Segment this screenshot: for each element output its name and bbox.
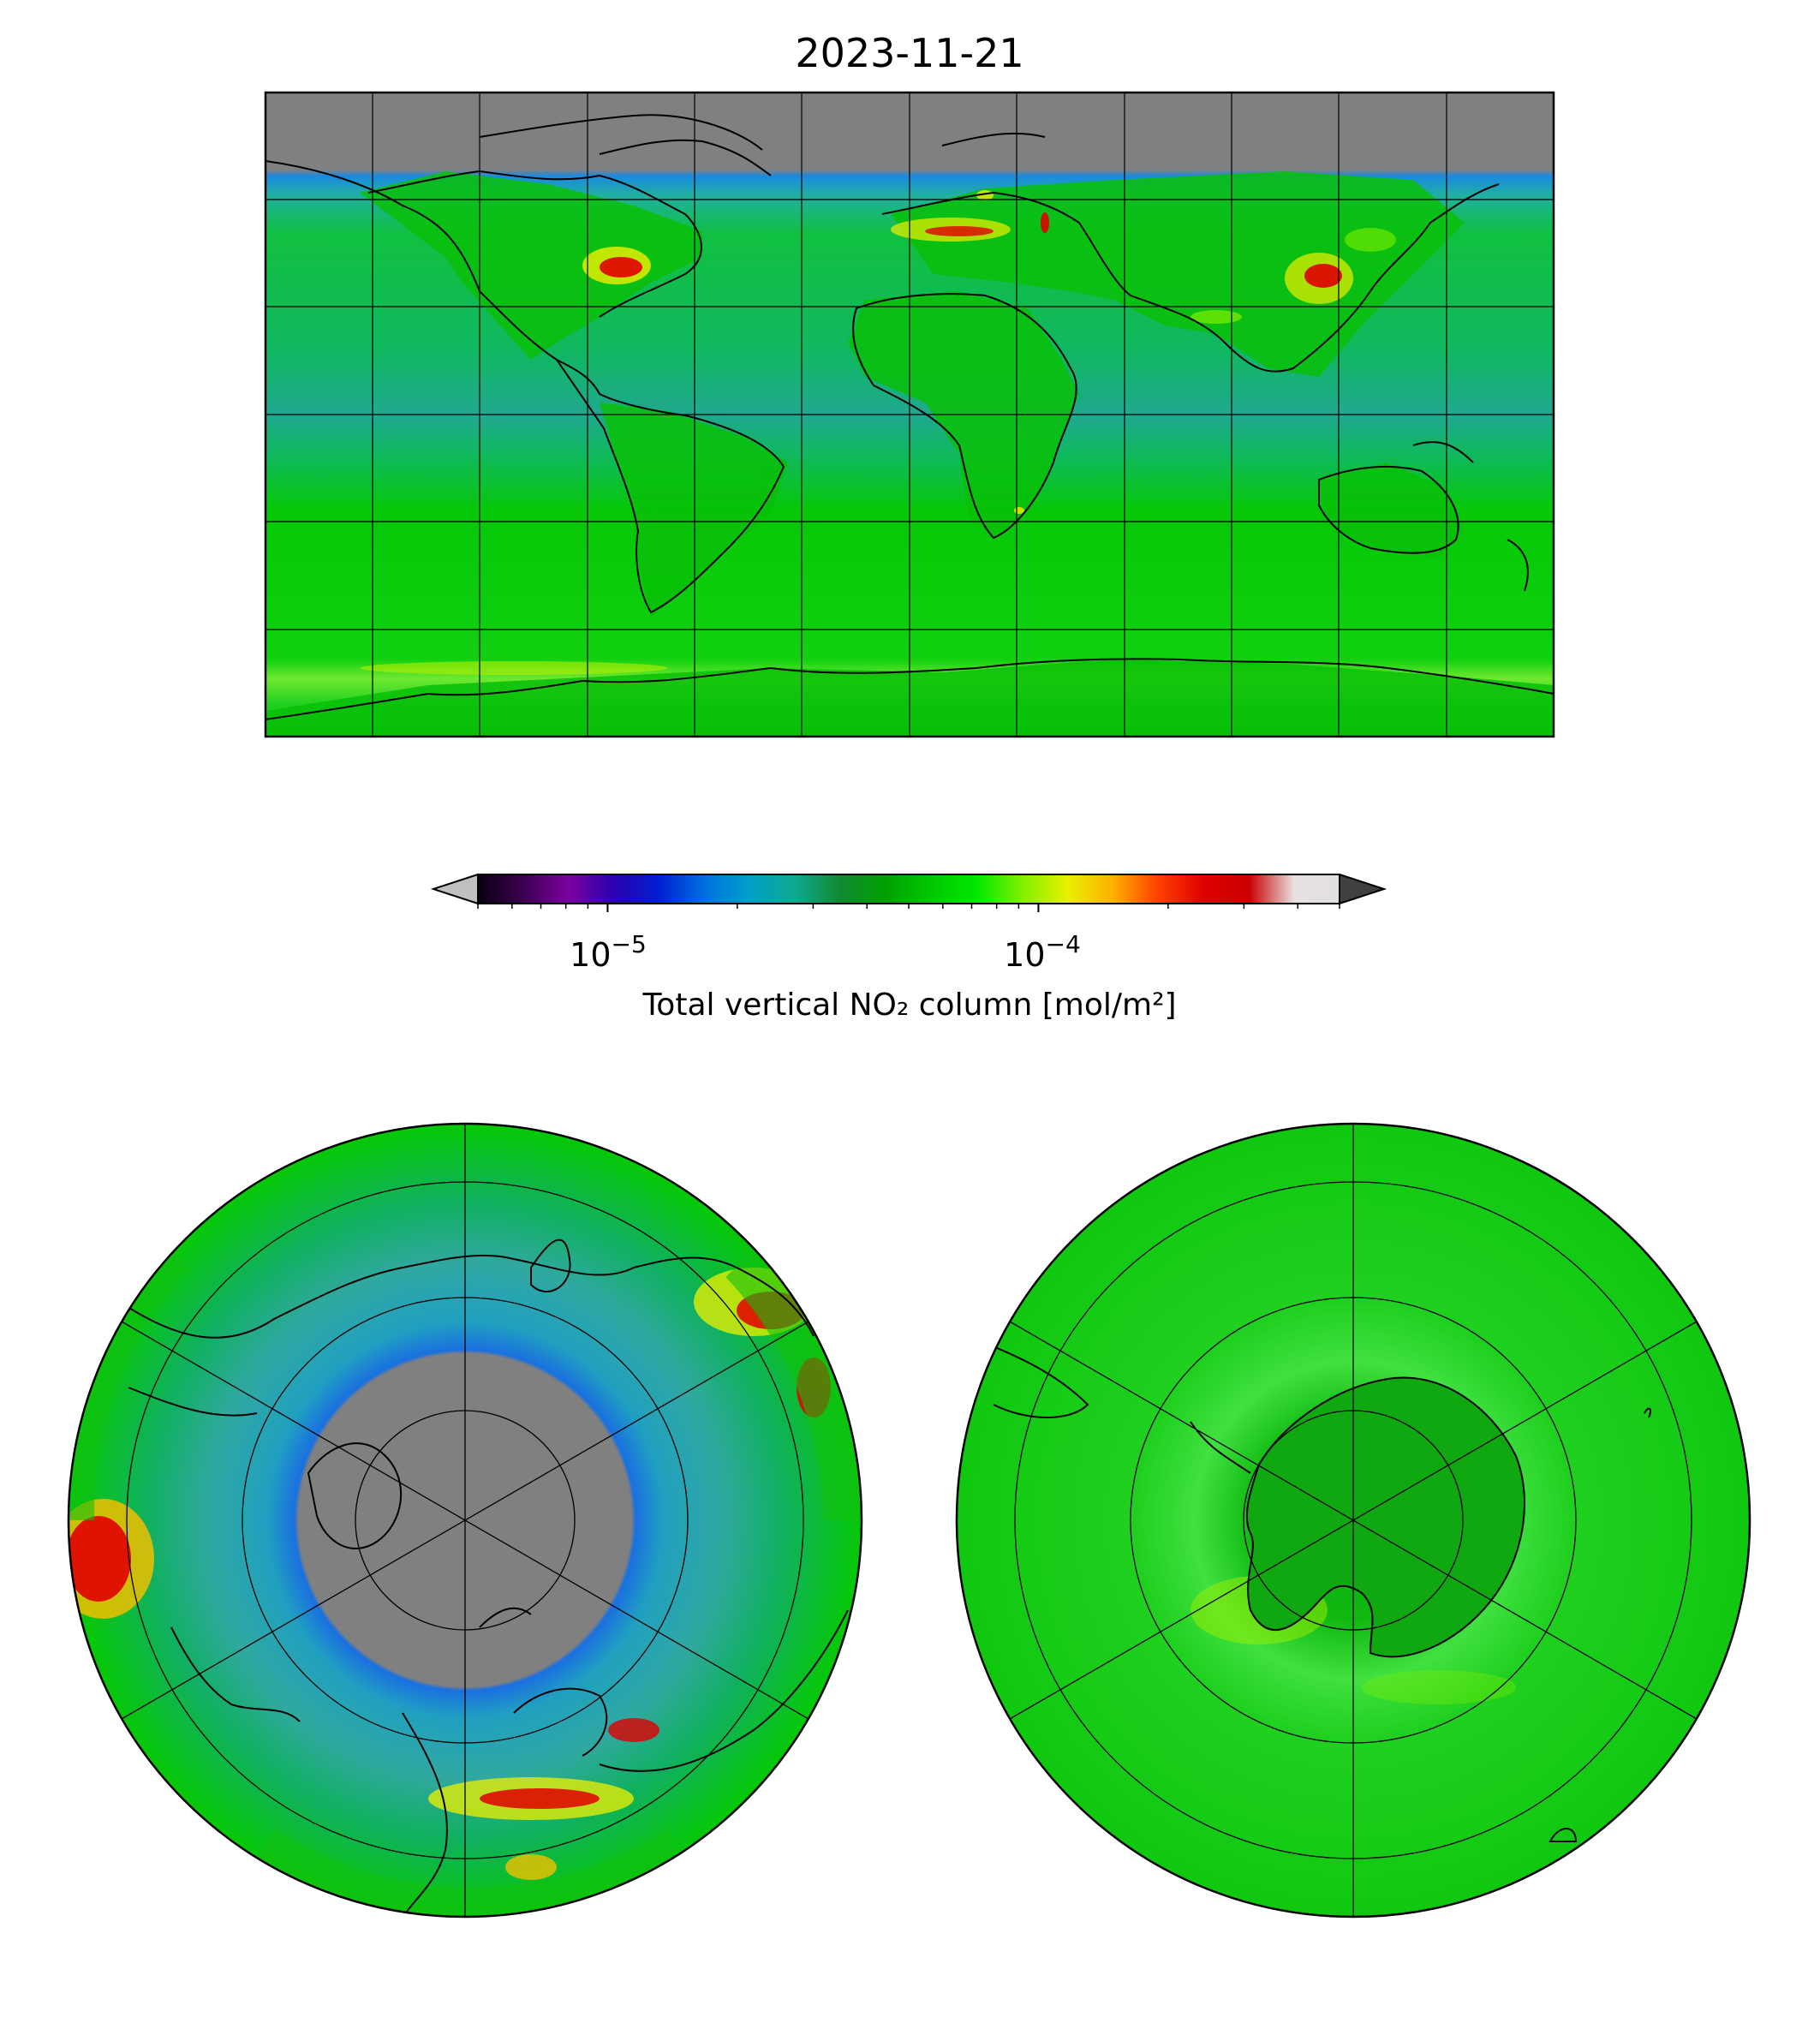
- global-map: [264, 91, 1555, 738]
- coastlines: [266, 114, 1554, 720]
- colorbar: 10−5 10−4 Total vertical NO₂ column [mol…: [430, 873, 1387, 1023]
- south-polar-map: [955, 1122, 1751, 1919]
- colorbar-over-extension: [1339, 873, 1387, 905]
- colorbar-tick-label-1e-5: 10−5: [570, 930, 647, 974]
- pollution-hotspots: [360, 190, 1396, 675]
- south-polar-frame: [955, 1122, 1751, 1919]
- colorbar-gradient: [478, 874, 1340, 904]
- global-gridlines: [266, 92, 1554, 737]
- colorbar-tick-label-1e-4: 10−4: [1004, 930, 1081, 974]
- antarctica-outline: [1245, 1376, 1525, 1658]
- colorbar-under-extension: [430, 873, 479, 905]
- north-polar-map: [67, 1122, 863, 1919]
- colorbar-label: Total vertical NO₂ column [mol/m²]: [641, 988, 1176, 1023]
- global-map-frame: [264, 91, 1555, 738]
- north-polar-coastlines: [119, 1238, 849, 1917]
- svg-text:10−5: 10−5: [570, 930, 647, 974]
- north-polar-graticule: [121, 1124, 809, 1917]
- north-polar-frame: [67, 1122, 863, 1919]
- svg-text:10−4: 10−4: [1004, 930, 1081, 974]
- colorbar-ticks: [477, 904, 1340, 912]
- south-polar-graticule: [1009, 1124, 1698, 1917]
- map-title: 2023-11-21: [795, 30, 1023, 76]
